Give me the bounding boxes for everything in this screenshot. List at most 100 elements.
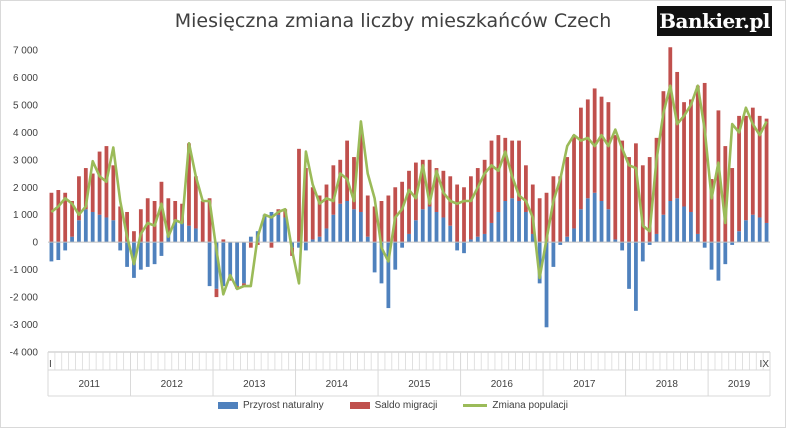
bar-migration xyxy=(737,115,741,232)
bar-natural xyxy=(675,198,680,243)
bar-natural xyxy=(496,211,501,243)
bar-migration xyxy=(434,168,439,212)
y-tick-label: -4 000 xyxy=(10,348,39,359)
bar-migration xyxy=(159,181,164,243)
bar-natural xyxy=(661,214,666,243)
bar-migration xyxy=(331,165,336,215)
bar-natural xyxy=(524,211,528,243)
bar-natural xyxy=(49,242,54,262)
bar-natural xyxy=(640,242,645,262)
bar-migration xyxy=(70,201,74,237)
bar-natural xyxy=(248,236,253,243)
bankier-logo: Bankier.pl xyxy=(657,6,772,36)
bar-migration xyxy=(517,140,521,201)
bar-natural xyxy=(331,214,336,243)
bar-migration xyxy=(352,157,356,210)
bar-natural xyxy=(111,220,116,243)
bar-natural xyxy=(558,242,563,245)
bar-natural xyxy=(152,242,157,265)
bar-natural xyxy=(695,233,700,243)
bar-natural xyxy=(702,242,707,248)
bar-natural xyxy=(723,242,728,265)
bar-natural xyxy=(654,233,659,243)
bar-migration xyxy=(193,176,198,229)
bar-natural xyxy=(620,242,625,251)
bar-natural xyxy=(386,242,391,309)
bar-natural xyxy=(166,233,171,243)
bar-migration xyxy=(111,165,116,221)
bar-migration xyxy=(324,184,329,229)
bar-migration xyxy=(145,198,150,243)
bar-natural xyxy=(420,209,425,243)
bar-migration xyxy=(90,173,95,212)
bar-migration xyxy=(709,179,714,243)
y-tick-label: 0 xyxy=(32,238,38,249)
bar-natural xyxy=(118,242,123,251)
bar-natural xyxy=(572,228,576,243)
bar-migration xyxy=(242,283,246,287)
bar-natural xyxy=(303,242,308,251)
year-label: 2015 xyxy=(408,379,431,390)
bar-natural xyxy=(689,211,693,243)
y-tick-label: 7 000 xyxy=(13,46,38,57)
y-tick-label: 5 000 xyxy=(13,100,38,111)
bar-migration xyxy=(627,157,631,243)
bar-migration xyxy=(764,118,769,223)
bar-natural xyxy=(317,236,322,243)
bar-migration xyxy=(77,176,81,221)
bar-migration xyxy=(744,115,748,221)
bar-migration xyxy=(207,198,212,243)
legend-item-natural: Przyrost naturalny xyxy=(217,400,324,411)
bar-natural xyxy=(468,239,473,243)
bar-migration xyxy=(420,159,425,210)
start-month-label: I xyxy=(49,359,52,370)
bar-migration xyxy=(187,143,191,226)
bar-migration xyxy=(503,137,508,201)
year-label: 2018 xyxy=(656,379,679,390)
bar-migration xyxy=(297,148,301,243)
y-tick-label: 4 000 xyxy=(13,128,38,139)
bar-natural xyxy=(441,217,446,243)
legend-swatch-population xyxy=(463,404,488,407)
bar-natural xyxy=(475,236,480,243)
bar-migration xyxy=(248,242,253,248)
bar-natural xyxy=(709,242,714,270)
bar-migration xyxy=(695,85,700,234)
bar-natural xyxy=(537,242,542,284)
legend-label-natural: Przyrost naturalny xyxy=(242,400,324,411)
y-tick-label: 6 000 xyxy=(13,73,38,84)
bar-migration xyxy=(303,168,308,243)
bar-natural xyxy=(207,242,212,287)
bar-migration xyxy=(572,135,576,229)
bar-migration xyxy=(620,140,625,243)
bar-migration xyxy=(599,96,604,201)
bar-migration xyxy=(634,143,638,243)
bar-natural xyxy=(352,209,356,243)
bar-migration xyxy=(83,168,88,210)
bar-migration xyxy=(407,170,411,234)
bar-migration xyxy=(173,201,178,221)
y-tick-label: 3 000 xyxy=(13,155,38,166)
bar-migration xyxy=(393,187,398,243)
bar-migration xyxy=(565,157,570,237)
y-tick-label: 2 000 xyxy=(13,183,38,194)
year-label: 2012 xyxy=(161,379,184,390)
bar-migration xyxy=(524,165,528,212)
bar-natural xyxy=(565,236,570,243)
bar-natural xyxy=(393,242,398,270)
bar-migration xyxy=(317,195,322,237)
bar-migration xyxy=(269,242,274,248)
bar-natural xyxy=(338,203,343,243)
legend: Przyrost naturalny Saldo migracji Zmiana… xyxy=(0,400,786,411)
bar-migration xyxy=(365,195,370,237)
bar-natural xyxy=(379,242,384,284)
bar-natural xyxy=(599,201,604,243)
bar-migration xyxy=(455,184,460,243)
bar-migration xyxy=(379,201,384,243)
bar-migration xyxy=(475,168,480,237)
bar-migration xyxy=(668,47,673,201)
bar-migration xyxy=(750,107,755,215)
bar-migration xyxy=(200,201,205,243)
bar-migration xyxy=(468,176,473,240)
